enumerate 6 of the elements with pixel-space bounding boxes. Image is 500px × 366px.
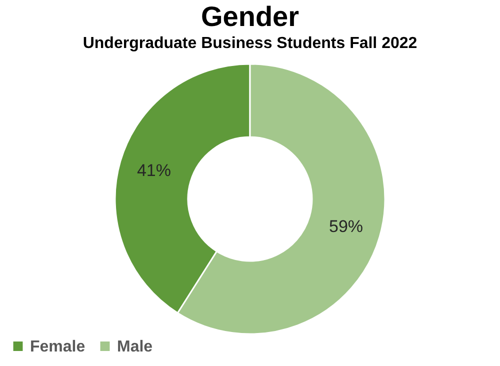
chart-title: Gender (200, 1, 300, 32)
chart-subtitle: Undergraduate Business Students Fall 2022 (82, 35, 418, 52)
legend-label: Female (30, 338, 86, 356)
legend-label: Male (117, 338, 153, 356)
data-label: 59% (329, 216, 364, 236)
data-label: 41% (136, 161, 171, 180)
